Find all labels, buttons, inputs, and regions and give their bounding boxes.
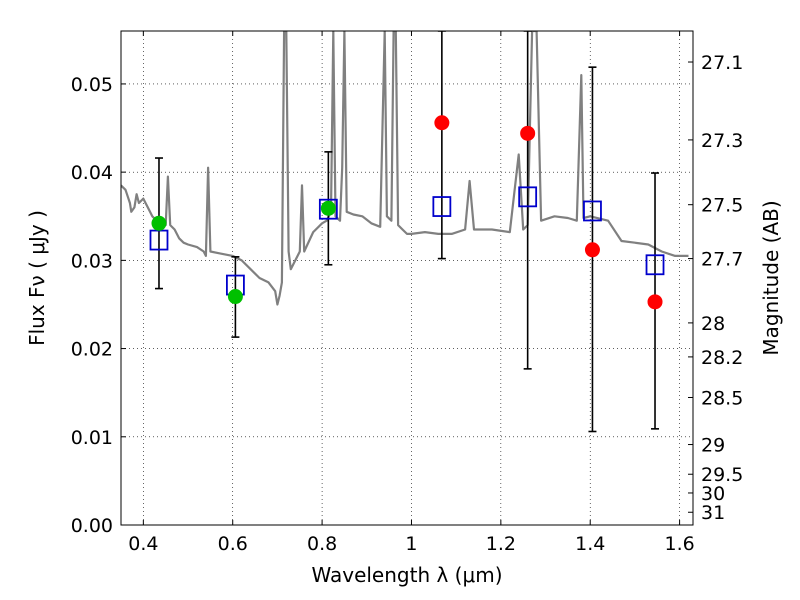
right-tick-label: 30 [701, 483, 725, 505]
right-tick-label: 27.5 [701, 195, 743, 217]
observed-photometry-point [520, 125, 536, 141]
gridlines [121, 31, 693, 525]
x-axis-label: Wavelength λ (μm) [311, 563, 502, 587]
model-spectrum-layer [121, 31, 689, 306]
right-tick-label: 29.5 [701, 464, 743, 486]
observed-photometry-point [647, 294, 663, 310]
model-photometry-square [645, 254, 665, 276]
plot-frame [120, 30, 694, 526]
right-tick-label: 29 [701, 435, 725, 457]
y-tick-label: 0.01 [71, 427, 113, 449]
right-tick-label: 28 [701, 313, 725, 335]
right-axis-label: Magnitude (AB) [759, 200, 783, 355]
error-bars-layer [154, 31, 660, 433]
observed-photometry-layer [151, 115, 663, 310]
y-tick-label: 0.05 [71, 74, 113, 96]
x-tick-label: 0.4 [128, 533, 158, 555]
y-axis-ticks: 0.00 0.01 0.02 0.03 0.04 0.05 [71, 74, 126, 537]
model-photometry-square [318, 198, 338, 220]
observed-photometry-point [227, 289, 243, 305]
right-tick-label: 28.5 [701, 387, 743, 409]
model-photometry-square [432, 196, 452, 217]
y-axis-label: Flux Fν ( μJy ) [25, 210, 49, 346]
y-tick-label: 0.00 [71, 515, 113, 537]
right-tick-label: 27.3 [701, 130, 743, 152]
x-axis-ticks: 0.4 0.6 0.8 1 1.2 1.4 1.6 [128, 31, 695, 555]
x-tick-label: 0.8 [307, 533, 337, 555]
right-tick-label: 28.2 [701, 347, 743, 369]
y-tick-label: 0.02 [71, 339, 113, 361]
x-tick-label: 1 [405, 533, 417, 555]
right-tick-label: 27.7 [701, 249, 743, 271]
x-tick-label: 1.2 [486, 533, 516, 555]
x-tick-label: 1.4 [575, 533, 605, 555]
x-tick-label: 0.6 [218, 533, 248, 555]
y-tick-label: 0.04 [71, 162, 113, 184]
model-photometry-layer [149, 186, 665, 296]
model-spectrum-line [121, 31, 689, 306]
right-tick-label: 31 [701, 502, 725, 524]
x-tick-label: 1.6 [664, 533, 694, 555]
observed-photometry-point [434, 115, 450, 131]
observed-photometry-point [320, 200, 336, 216]
model-photometry-square [583, 200, 602, 222]
right-tick-label: 27.1 [701, 52, 743, 74]
observed-photometry-point [584, 242, 600, 258]
observed-photometry-point [151, 215, 167, 231]
model-photometry-square [518, 186, 538, 208]
y-tick-label: 0.03 [71, 250, 113, 272]
